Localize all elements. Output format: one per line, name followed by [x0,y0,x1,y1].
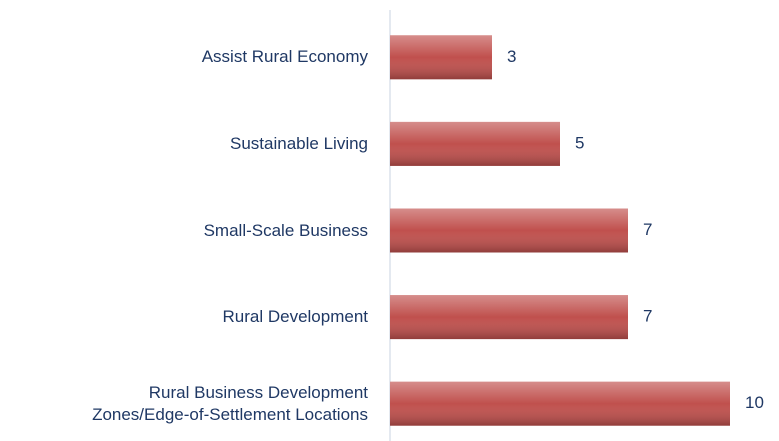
category-label: Sustainable Living [230,133,368,153]
bar-shade [390,121,560,166]
value-label: 7 [643,307,652,326]
bar-shade [390,295,628,340]
bar-shade [390,35,492,80]
category-label: Rural Development [222,307,368,327]
value-label: 7 [643,220,652,239]
bar-shade [390,381,730,426]
bar-shade [390,208,628,253]
category-label: Assist Rural Economy [201,47,368,67]
category-label: Small-Scale Business [203,220,368,240]
category-label: Rural Business Development Zones/Edge-of… [92,382,368,424]
value-label: 10 [745,393,764,412]
value-label: 5 [575,133,584,152]
value-label: 3 [507,47,516,66]
